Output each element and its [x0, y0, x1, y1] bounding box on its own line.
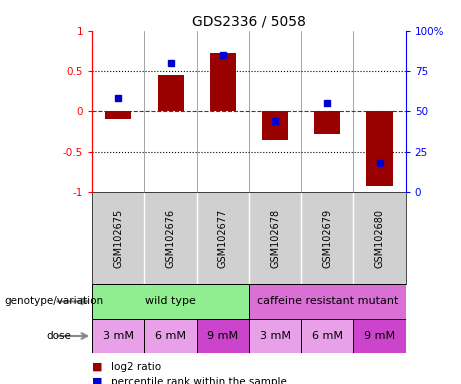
Text: genotype/variation: genotype/variation: [5, 296, 104, 306]
Text: wild type: wild type: [145, 296, 196, 306]
Bar: [314, 111, 340, 134]
Text: 3 mM: 3 mM: [260, 331, 290, 341]
Text: ■: ■: [92, 377, 103, 384]
Text: log2 ratio: log2 ratio: [111, 362, 161, 372]
Bar: [210, 53, 236, 111]
Text: GSM102675: GSM102675: [113, 209, 124, 268]
Bar: [262, 111, 288, 140]
Bar: [92, 319, 144, 353]
Bar: [92, 284, 249, 319]
Bar: [301, 319, 354, 353]
Text: GSM102676: GSM102676: [165, 209, 176, 268]
Text: 9 mM: 9 mM: [364, 331, 395, 341]
Text: GSM102680: GSM102680: [374, 209, 384, 268]
Bar: [354, 319, 406, 353]
Text: GSM102678: GSM102678: [270, 209, 280, 268]
Text: caffeine resistant mutant: caffeine resistant mutant: [257, 296, 398, 306]
Bar: [197, 319, 249, 353]
Bar: [249, 284, 406, 319]
Bar: [144, 319, 197, 353]
Text: 9 mM: 9 mM: [207, 331, 238, 341]
Text: ■: ■: [92, 362, 103, 372]
Text: GSM102679: GSM102679: [322, 209, 332, 268]
Text: percentile rank within the sample: percentile rank within the sample: [111, 377, 287, 384]
Bar: [158, 75, 183, 111]
Text: 3 mM: 3 mM: [103, 331, 134, 341]
Text: GSM102677: GSM102677: [218, 209, 228, 268]
Text: dose: dose: [46, 331, 71, 341]
Title: GDS2336 / 5058: GDS2336 / 5058: [192, 14, 306, 28]
Text: 6 mM: 6 mM: [312, 331, 343, 341]
Bar: [105, 111, 131, 119]
Bar: [249, 319, 301, 353]
Text: 6 mM: 6 mM: [155, 331, 186, 341]
Bar: [366, 111, 393, 185]
